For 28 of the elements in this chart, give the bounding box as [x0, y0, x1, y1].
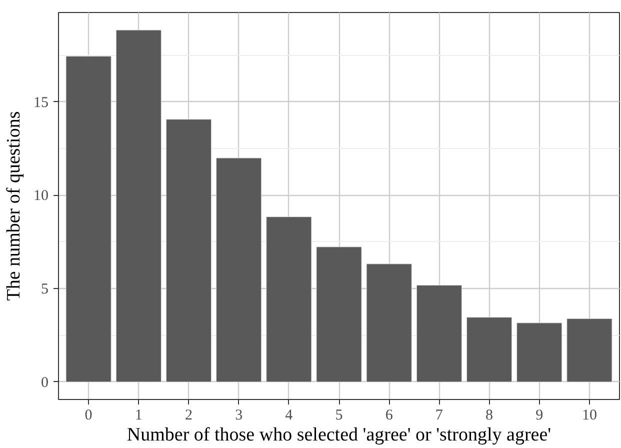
- x-axis-title: Number of those who selected 'agree' or 'strongly agree': [126, 424, 552, 446]
- y-tick-label: 5: [41, 282, 48, 298]
- bar: [366, 264, 412, 382]
- x-tick-label: 4: [285, 408, 294, 424]
- y-axis-title: The number of questions: [4, 111, 24, 301]
- x-tick-label: 1: [134, 408, 142, 424]
- x-tick-label: 9: [536, 408, 544, 424]
- bar: [566, 318, 612, 382]
- y-tick-label: 10: [34, 188, 48, 204]
- bar: [116, 30, 162, 382]
- x-tick-label: 7: [435, 408, 444, 424]
- bar: [516, 322, 562, 382]
- x-tick-label: 8: [486, 408, 494, 424]
- x-tick-label: 10: [582, 408, 597, 424]
- x-tick-label: 5: [335, 408, 343, 424]
- y-tick-label: 0: [41, 374, 48, 391]
- x-tick-label: 6: [385, 408, 394, 424]
- bar: [216, 158, 262, 382]
- x-tick-label: 2: [184, 408, 192, 424]
- bar: [66, 56, 112, 382]
- y-tick-label: 15: [34, 94, 48, 111]
- bar: [266, 216, 312, 382]
- x-tick-label: 0: [84, 408, 92, 424]
- x-tick-label: 3: [235, 408, 243, 424]
- bar: [416, 284, 462, 382]
- bar: [316, 246, 362, 382]
- bar: [466, 317, 512, 382]
- bar: [166, 119, 212, 382]
